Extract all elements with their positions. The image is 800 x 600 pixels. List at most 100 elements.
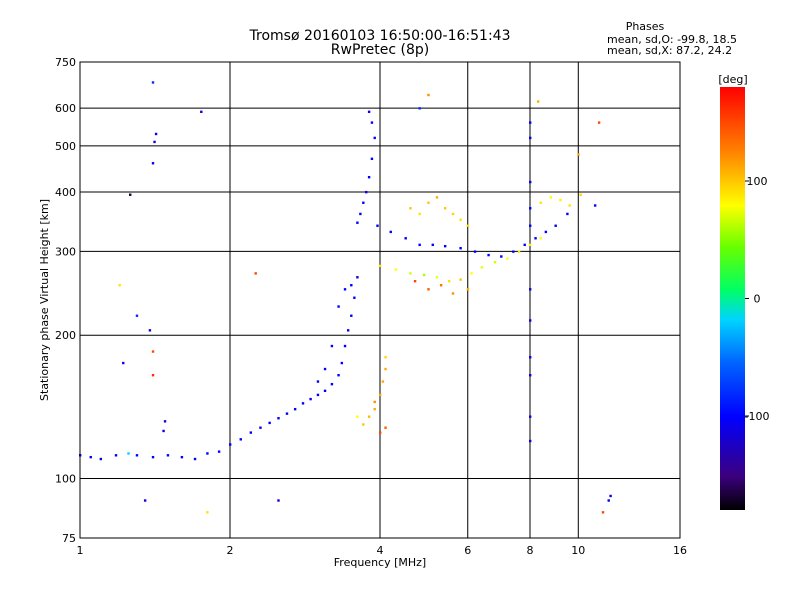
y-tick-label: 100 bbox=[55, 473, 76, 486]
data-point bbox=[539, 237, 542, 240]
data-point bbox=[367, 175, 371, 179]
data-point bbox=[379, 393, 382, 397]
data-point bbox=[350, 314, 353, 317]
data-point bbox=[529, 243, 532, 247]
data-point bbox=[554, 224, 557, 227]
x-axis-label: Frequency [MHz] bbox=[334, 556, 426, 569]
data-point bbox=[206, 511, 209, 514]
colorbar-tick-label: -100 bbox=[745, 410, 770, 423]
y-tick-label: 500 bbox=[55, 140, 76, 153]
data-point bbox=[431, 243, 434, 247]
data-point bbox=[379, 431, 382, 434]
data-point bbox=[418, 243, 421, 247]
data-point bbox=[404, 237, 407, 240]
data-point bbox=[356, 221, 359, 224]
data-point bbox=[394, 268, 398, 271]
data-point bbox=[229, 443, 232, 446]
x-tick-label: 8 bbox=[527, 544, 534, 557]
data-point bbox=[384, 356, 387, 359]
data-point bbox=[609, 494, 612, 498]
data-point bbox=[330, 382, 334, 386]
data-point bbox=[439, 284, 443, 287]
data-point bbox=[536, 100, 540, 103]
y-tick-label: 750 bbox=[55, 56, 76, 69]
x-tick-label: 16 bbox=[673, 544, 687, 557]
data-point bbox=[473, 250, 477, 253]
data-point bbox=[427, 93, 430, 97]
data-point bbox=[151, 162, 155, 165]
data-point bbox=[384, 426, 387, 429]
x-tick-label: 6 bbox=[464, 544, 471, 557]
data-point bbox=[114, 454, 118, 457]
data-point bbox=[577, 153, 580, 156]
y-tick-label: 300 bbox=[55, 245, 76, 258]
data-point bbox=[151, 455, 155, 459]
data-point bbox=[418, 107, 421, 110]
data-point bbox=[163, 420, 167, 423]
data-point bbox=[435, 276, 439, 279]
data-point bbox=[316, 393, 320, 397]
data-point bbox=[166, 454, 170, 457]
data-point bbox=[323, 367, 327, 371]
data-point bbox=[579, 193, 582, 196]
data-point bbox=[180, 455, 184, 459]
data-point bbox=[413, 280, 417, 283]
data-point bbox=[118, 284, 121, 287]
data-point bbox=[512, 250, 515, 253]
data-point bbox=[459, 247, 462, 250]
stats-heading: Phases bbox=[626, 20, 665, 33]
data-point bbox=[480, 266, 484, 269]
data-point bbox=[379, 264, 382, 268]
data-point bbox=[459, 218, 462, 221]
data-point bbox=[346, 329, 350, 332]
y-tick-label: 600 bbox=[55, 102, 76, 115]
data-point bbox=[259, 426, 262, 429]
stats-x-line: mean, sd,X: 87.2, 24.2 bbox=[607, 44, 732, 57]
data-point bbox=[529, 439, 532, 443]
data-point bbox=[309, 397, 312, 401]
data-point bbox=[529, 374, 532, 377]
data-point bbox=[143, 499, 147, 502]
data-point bbox=[409, 207, 412, 210]
data-point bbox=[373, 400, 376, 404]
data-point bbox=[470, 272, 473, 275]
data-point bbox=[451, 212, 455, 216]
data-point bbox=[367, 110, 371, 114]
x-tick-label: 2 bbox=[227, 544, 234, 557]
data-point bbox=[529, 207, 532, 210]
data-point bbox=[493, 261, 497, 264]
data-point bbox=[343, 288, 347, 291]
data-point bbox=[427, 288, 430, 291]
data-point bbox=[206, 452, 209, 455]
data-point bbox=[268, 421, 271, 425]
data-point bbox=[217, 450, 221, 453]
data-point bbox=[376, 224, 379, 227]
data-point bbox=[506, 257, 509, 260]
data-point bbox=[466, 224, 470, 227]
data-point bbox=[148, 329, 152, 332]
colorbar-label: [deg] bbox=[718, 73, 747, 86]
y-tick-label: 400 bbox=[55, 186, 76, 199]
data-point bbox=[443, 207, 447, 210]
colorbar-tick-label: 0 bbox=[754, 293, 761, 306]
data-point bbox=[122, 361, 125, 365]
data-point bbox=[447, 280, 451, 283]
data-point bbox=[151, 374, 155, 377]
data-point bbox=[356, 276, 359, 279]
data-point bbox=[323, 389, 327, 393]
data-point bbox=[239, 438, 242, 441]
colorbar bbox=[720, 87, 745, 510]
data-point bbox=[277, 499, 280, 502]
data-point bbox=[566, 212, 569, 216]
data-point bbox=[517, 250, 521, 253]
data-point bbox=[370, 121, 374, 124]
data-point bbox=[529, 224, 532, 227]
stats-o-line: mean, sd,O: -99.8, 18.5 bbox=[607, 33, 737, 46]
data-point bbox=[301, 402, 305, 405]
data-point bbox=[529, 136, 532, 140]
data-point bbox=[200, 110, 203, 114]
data-point bbox=[529, 121, 532, 124]
data-point bbox=[330, 344, 334, 348]
data-point bbox=[356, 415, 359, 418]
